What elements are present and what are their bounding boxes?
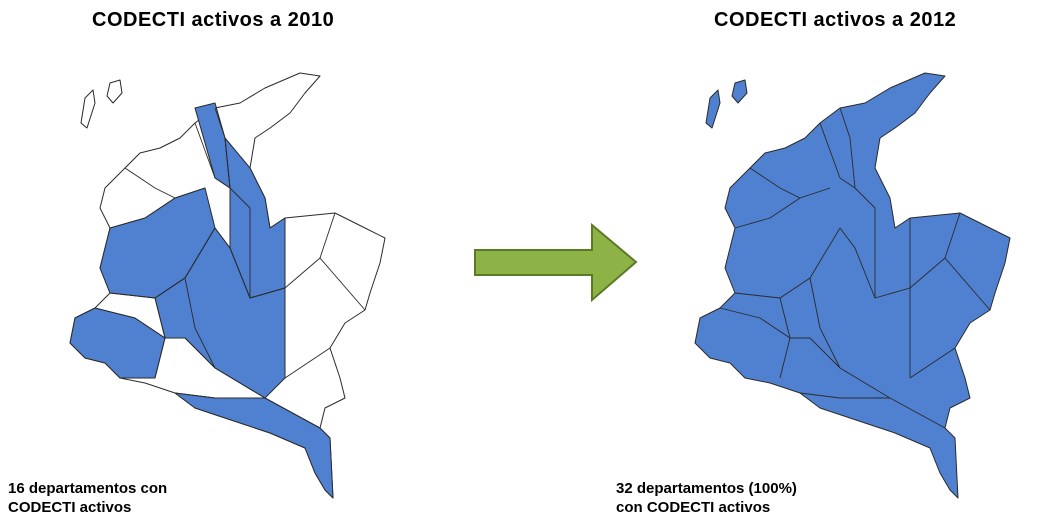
panel-title: CODECTI activos a 2012 xyxy=(714,9,956,31)
map-2012 xyxy=(694,72,1011,499)
caption: 32 departamentos (100%) xyxy=(616,480,797,497)
caption: CODECTI activos xyxy=(8,499,131,516)
caption: 16 departamentos con xyxy=(8,480,167,497)
map-2010 xyxy=(69,72,386,499)
caption: con CODECTI activos xyxy=(616,499,770,516)
arrow xyxy=(474,222,638,303)
panel-title: CODECTI activos a 2010 xyxy=(92,9,334,31)
